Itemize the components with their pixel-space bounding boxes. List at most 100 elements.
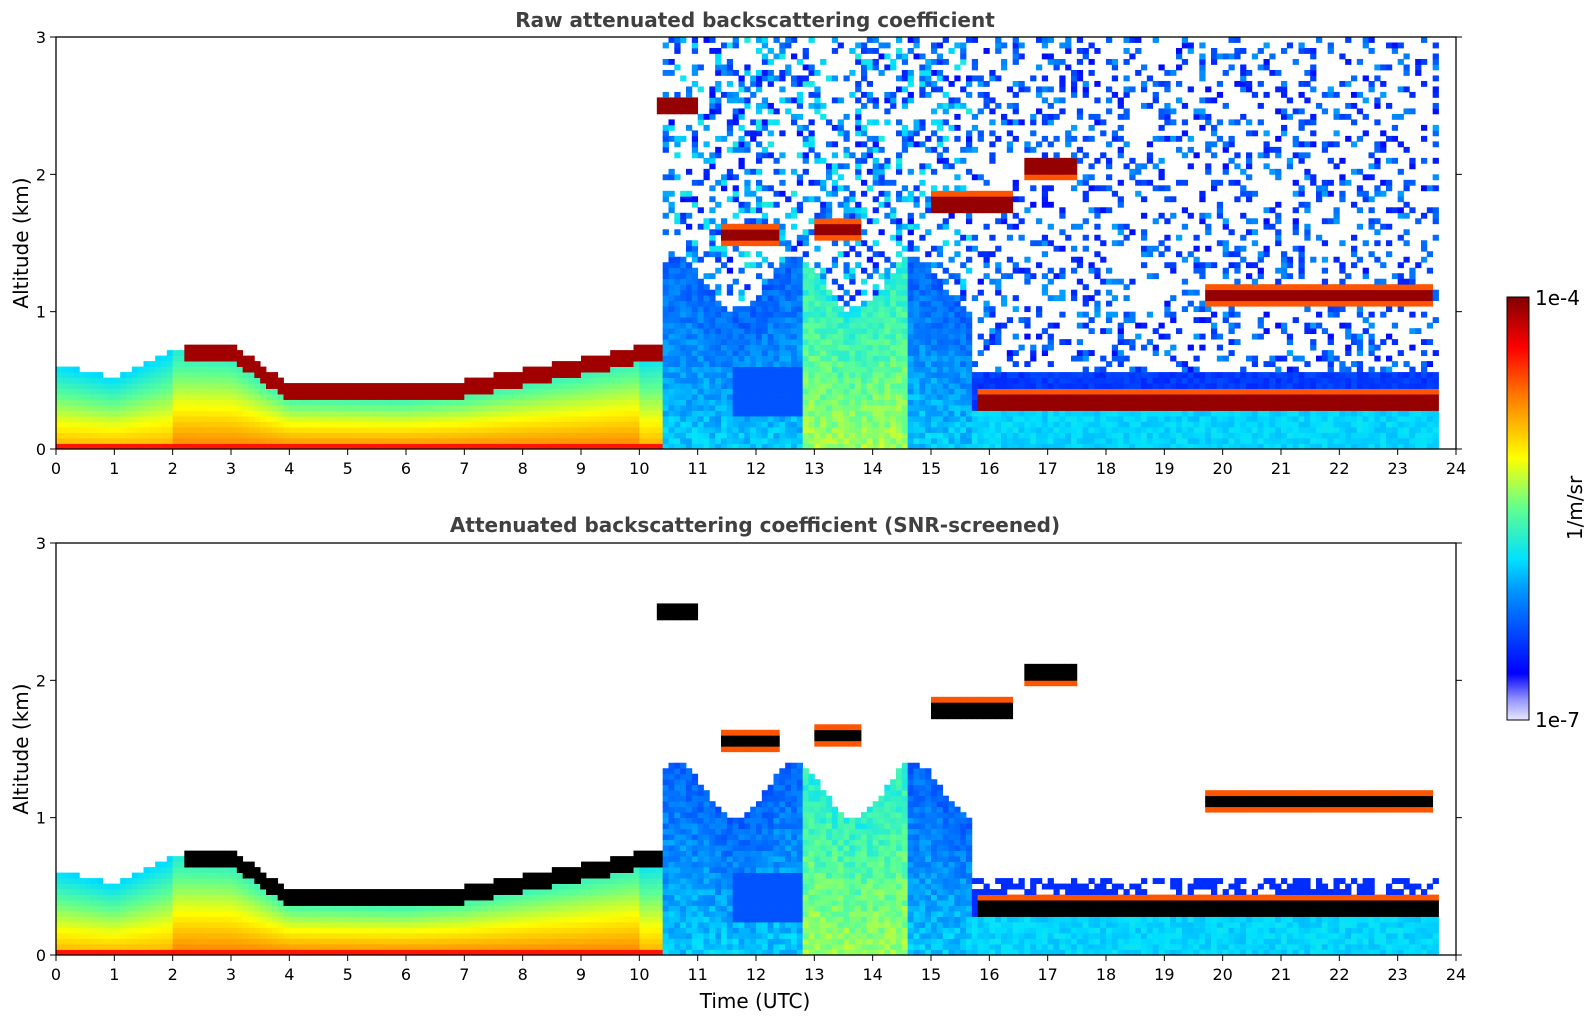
heatmap-cell [837, 229, 844, 236]
heatmap-cell [1094, 366, 1101, 373]
heatmap-cell [61, 410, 69, 417]
heatmap-cell [820, 201, 827, 208]
heatmap-cell [732, 344, 739, 351]
heatmap-cell [837, 317, 844, 324]
heatmap-cell [913, 388, 920, 395]
heatmap-cell [919, 69, 926, 76]
heatmap-cell [598, 361, 605, 367]
heatmap-cell [1059, 108, 1066, 115]
heatmap-cell [575, 377, 582, 384]
heatmap-cell [884, 53, 891, 60]
heatmap-cell [1030, 113, 1037, 120]
heatmap-cell [213, 350, 220, 357]
heatmap-cell [861, 361, 868, 367]
heatmap-cell [219, 421, 226, 428]
heatmap-cell [826, 443, 833, 450]
heatmap-cell [382, 383, 389, 389]
heatmap-cell [907, 311, 914, 318]
heatmap-cell [738, 350, 745, 357]
heatmap-cell [621, 366, 629, 373]
heatmap-cell [73, 421, 80, 428]
heatmap-cell [85, 427, 92, 433]
heatmap-cell [989, 427, 996, 433]
heatmap-cell [1088, 405, 1095, 411]
heatmap-cell [452, 427, 459, 433]
heatmap-cell [126, 377, 133, 384]
heatmap-cell [896, 273, 903, 280]
heatmap-cell [966, 190, 973, 197]
heatmap-cell [236, 394, 244, 400]
heatmap-cell [896, 196, 903, 203]
heatmap-cell [604, 405, 611, 411]
heatmap-cell [756, 262, 763, 269]
heatmap-cell [184, 443, 191, 450]
heatmap-cell [388, 410, 395, 417]
heatmap-cell [569, 366, 576, 373]
heatmap-cell [796, 311, 804, 318]
heatmap-cell [1129, 344, 1136, 351]
heatmap-cell [1088, 42, 1095, 49]
heatmap-cell [761, 119, 769, 126]
heatmap-cell [680, 410, 687, 417]
heatmap-cell [942, 119, 949, 126]
heatmap-cell [715, 410, 722, 417]
heatmap-cell [201, 416, 209, 422]
heatmap-cell [686, 190, 693, 197]
heatmap-cell [1082, 196, 1089, 203]
heatmap-cell [831, 300, 839, 307]
heatmap-cell [802, 377, 809, 384]
heatmap-cell [563, 372, 570, 378]
heatmap-cell [901, 344, 909, 351]
heatmap-cell [540, 443, 547, 450]
heatmap-cell [166, 388, 174, 395]
heatmap-cell [808, 295, 815, 302]
heatmap-cell [225, 438, 232, 444]
heatmap-cell [1076, 372, 1084, 378]
heatmap-cell [318, 427, 325, 433]
heatmap-cell [639, 361, 646, 367]
heatmap-cell [1012, 410, 1019, 417]
heatmap-cell [1111, 295, 1119, 302]
heatmap-cell [738, 421, 745, 428]
heatmap-cell [516, 377, 524, 384]
heatmap-cell [954, 355, 961, 362]
heatmap-cell [680, 278, 687, 285]
heatmap-cell [791, 383, 798, 389]
heatmap-cell [1076, 311, 1084, 318]
heatmap-cell [756, 196, 763, 203]
heatmap-cell [178, 388, 185, 395]
heatmap-cell [855, 366, 862, 373]
heatmap-cell [826, 168, 833, 175]
heatmap-cell [960, 47, 967, 54]
heatmap-cell [213, 344, 220, 351]
heatmap-cell [761, 394, 769, 400]
heatmap-cell [919, 443, 926, 450]
heatmap-cell [925, 278, 932, 285]
heatmap-cell [207, 405, 214, 411]
heatmap-cell [738, 427, 745, 433]
heatmap-cell [756, 168, 763, 175]
heatmap-cell [85, 405, 92, 411]
heatmap-cell [884, 366, 891, 373]
heatmap-cell [680, 333, 687, 340]
heatmap-cell [849, 427, 856, 433]
heatmap-cell [1006, 196, 1014, 203]
heatmap-cell [884, 372, 891, 378]
heatmap-cell [674, 394, 681, 400]
heatmap-cell [936, 289, 944, 296]
heatmap-cell [563, 410, 570, 417]
heatmap-cell [989, 328, 996, 335]
heatmap-cell [551, 388, 559, 395]
heatmap-cell [872, 58, 879, 65]
heatmap-cell [1135, 443, 1142, 450]
heatmap-cell [1012, 47, 1019, 54]
heatmap-cell [872, 443, 879, 450]
heatmap-cell [843, 322, 850, 329]
heatmap-cell [1047, 119, 1054, 126]
heatmap-cell [1030, 416, 1037, 422]
heatmap-cell [201, 355, 209, 362]
heatmap-cell [1111, 278, 1119, 285]
heatmap-cell [254, 399, 261, 406]
heatmap-cell [796, 366, 804, 373]
heatmap-cell [1036, 240, 1043, 247]
